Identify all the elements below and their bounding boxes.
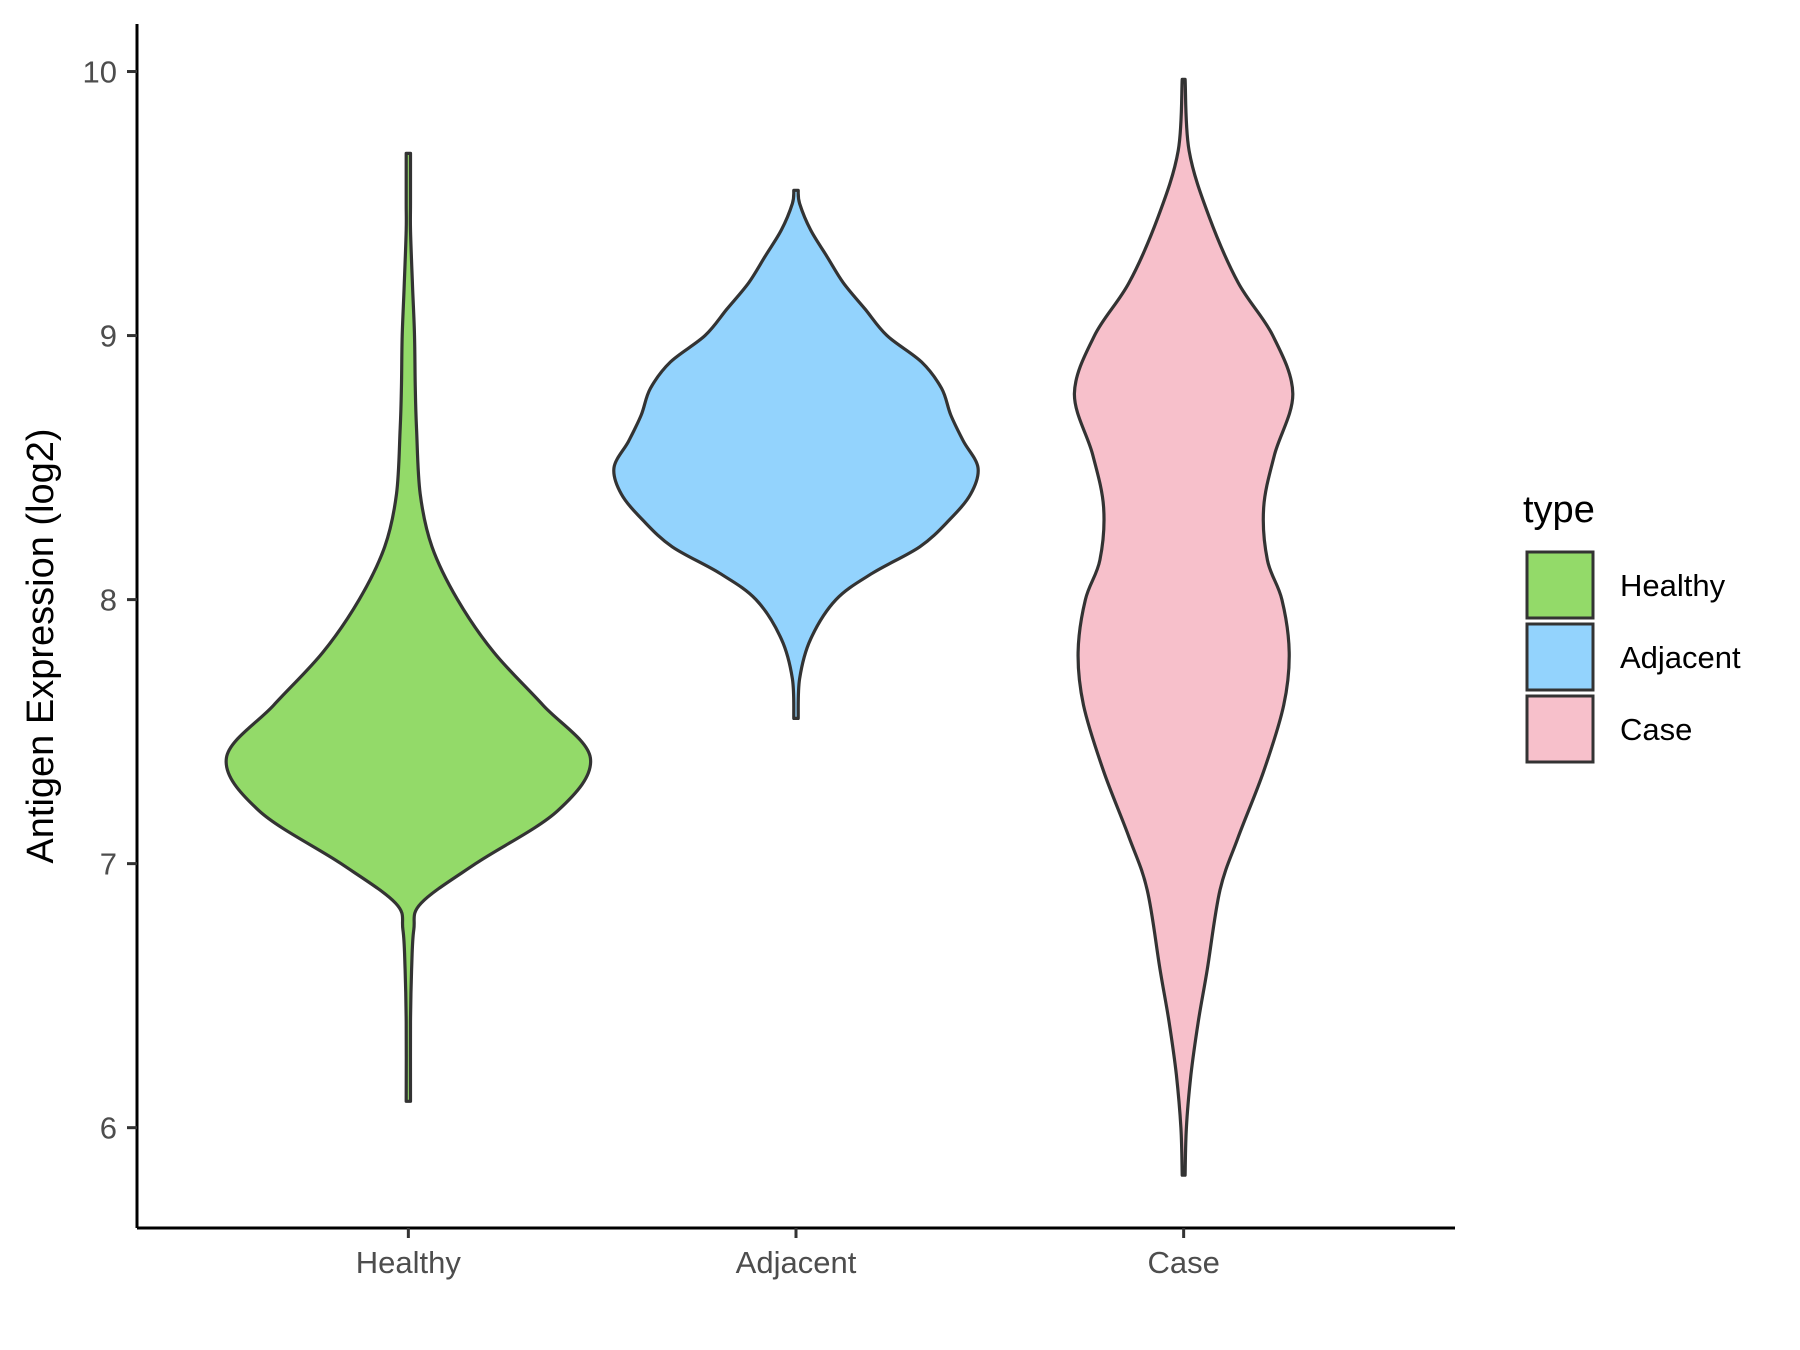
- y-tick-label: 9: [100, 319, 117, 354]
- y-tick-label: 6: [100, 1111, 117, 1146]
- y-ticks: 6 7 8 9 10: [83, 55, 137, 1146]
- x-tick-label: Healthy: [356, 1245, 462, 1280]
- x-ticks: Healthy Adjacent Case: [356, 1228, 1220, 1280]
- violin-case: [1072, 77, 1295, 1177]
- legend-title: type: [1523, 489, 1595, 531]
- legend-label-healthy: Healthy: [1620, 568, 1726, 603]
- legend: type Healthy Adjacent Case: [1523, 489, 1741, 764]
- legend-entries: Healthy Adjacent Case: [1525, 550, 1741, 764]
- legend-label-adjacent: Adjacent: [1620, 640, 1741, 675]
- legend-swatch-case: [1525, 694, 1595, 764]
- y-tick-label: 10: [83, 55, 117, 90]
- y-axis-title: Antigen Expression (log2): [20, 428, 62, 863]
- violin-layer: [224, 77, 1295, 1177]
- legend-swatch-healthy: [1525, 550, 1595, 620]
- y-tick-label: 8: [100, 583, 117, 618]
- axes: 6 7 8 9 10 Healthy Adjacent Case: [83, 24, 1455, 1280]
- violin-healthy: [224, 151, 593, 1103]
- legend-swatch-adjacent: [1525, 622, 1595, 692]
- violin-adjacent: [612, 188, 980, 720]
- x-tick-label: Adjacent: [736, 1245, 857, 1280]
- x-tick-label: Case: [1147, 1245, 1219, 1280]
- y-tick-label: 7: [100, 847, 117, 882]
- legend-label-case: Case: [1620, 712, 1692, 747]
